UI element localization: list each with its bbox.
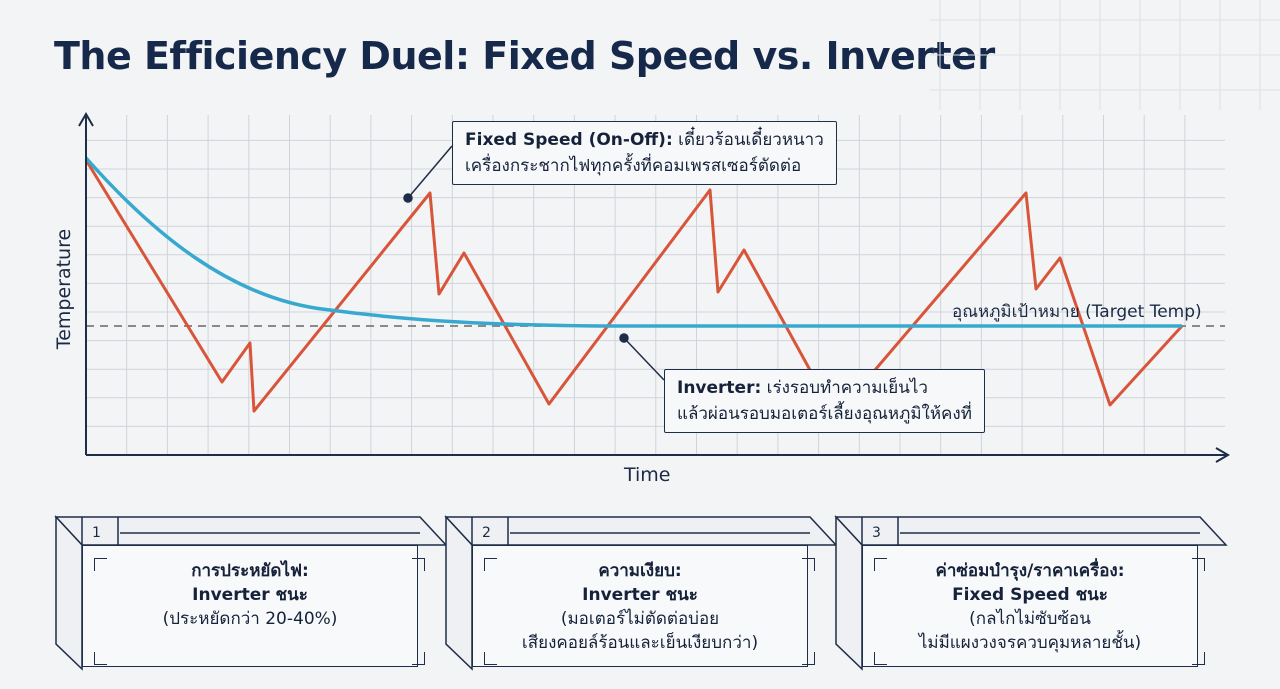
inverter-callout-line1: เร่งรอบทำความเย็นไว bbox=[766, 378, 928, 398]
card-energy-saving: 1 การประหยัดไฟ: Inverter ชนะ (ประหยัดกว่… bbox=[56, 519, 421, 669]
y-axis-label: Temperature bbox=[53, 228, 75, 350]
inverter-callout-label: Inverter: bbox=[677, 378, 762, 398]
fixed-speed-series-line-2 bbox=[873, 191, 1184, 407]
card-front bbox=[472, 545, 808, 667]
card-quietness: 2 ความเงียบ: Inverter ชนะ (มอเตอร์ไม่ตัด… bbox=[446, 519, 811, 669]
inverter-callout-line2: แล้วผ่อนรอบมอเตอร์เลี้ยงอุณหภูมิให้คงที่ bbox=[677, 404, 972, 424]
card-text: การประหยัดไฟ: Inverter ชนะ (ประหยัดกว่า … bbox=[82, 559, 418, 631]
inverter-callout: Inverter: เร่งรอบทำความเย็นไว แล้วผ่อนรอ… bbox=[664, 369, 985, 433]
card-head2: Fixed Speed ชนะ bbox=[952, 585, 1108, 605]
background-grid bbox=[930, 0, 1280, 110]
card-line2: ไม่มีแผงวงจรควบคุมหลายชั้น) bbox=[918, 633, 1142, 653]
card-head1: ค่าซ่อมบำรุง/ราคาเครื่อง: bbox=[935, 561, 1125, 581]
card-text: ค่าซ่อมบำรุง/ราคาเครื่อง: Fixed Speed ชน… bbox=[862, 559, 1198, 655]
axes bbox=[78, 112, 1230, 463]
card-head1: การประหยัดไฟ: bbox=[191, 561, 309, 581]
card-number: 3 bbox=[872, 525, 881, 541]
card-line2: เสียงคอยล์ร้อนและเย็นเงียบกว่า) bbox=[521, 633, 759, 653]
card-number: 2 bbox=[482, 525, 491, 541]
card-text: ความเงียบ: Inverter ชนะ (มอเตอร์ไม่ตัดต่… bbox=[472, 559, 808, 655]
page-title: The Efficiency Duel: Fixed Speed vs. Inv… bbox=[54, 34, 995, 78]
fixed-speed-callout-line1: เดี๋ยวร้อนเดี๋ยวหนาว bbox=[678, 130, 824, 150]
card-line1: (มอเตอร์ไม่ตัดต่อบ่อย bbox=[560, 609, 720, 629]
inverter-series-line bbox=[84, 156, 1182, 328]
card-front bbox=[82, 545, 418, 667]
fixed-speed-callout: Fixed Speed (On-Off): เดี๋ยวร้อนเดี๋ยวหน… bbox=[452, 121, 837, 185]
target-line-label: อุณหภูมิเป้าหมาย (Target Temp) bbox=[952, 302, 1202, 322]
x-axis-label: Time bbox=[624, 464, 671, 486]
callout-leaders bbox=[403, 145, 665, 381]
card-head2: Inverter ชนะ bbox=[582, 585, 698, 605]
fixed-speed-series-line bbox=[84, 159, 812, 413]
card-boxes bbox=[54, 515, 1228, 671]
fixed-speed-callout-line2: เครื่องกระชากไฟทุกครั้งที่คอมเพรสเซอร์ตั… bbox=[465, 156, 802, 176]
fixed-speed-callout-label: Fixed Speed (On-Off): bbox=[465, 130, 673, 150]
card-line1: (กลไกไม่ซับซ้อน bbox=[969, 609, 1091, 629]
card-head2: Inverter ชนะ bbox=[192, 585, 308, 605]
card-front bbox=[862, 545, 1198, 667]
card-line1: (ประหยัดกว่า 20-40%) bbox=[162, 609, 338, 629]
card-head1: ความเงียบ: bbox=[598, 561, 682, 581]
card-number: 1 bbox=[92, 525, 101, 541]
card-maintenance-cost: 3 ค่าซ่อมบำรุง/ราคาเครื่อง: Fixed Speed … bbox=[836, 519, 1201, 669]
